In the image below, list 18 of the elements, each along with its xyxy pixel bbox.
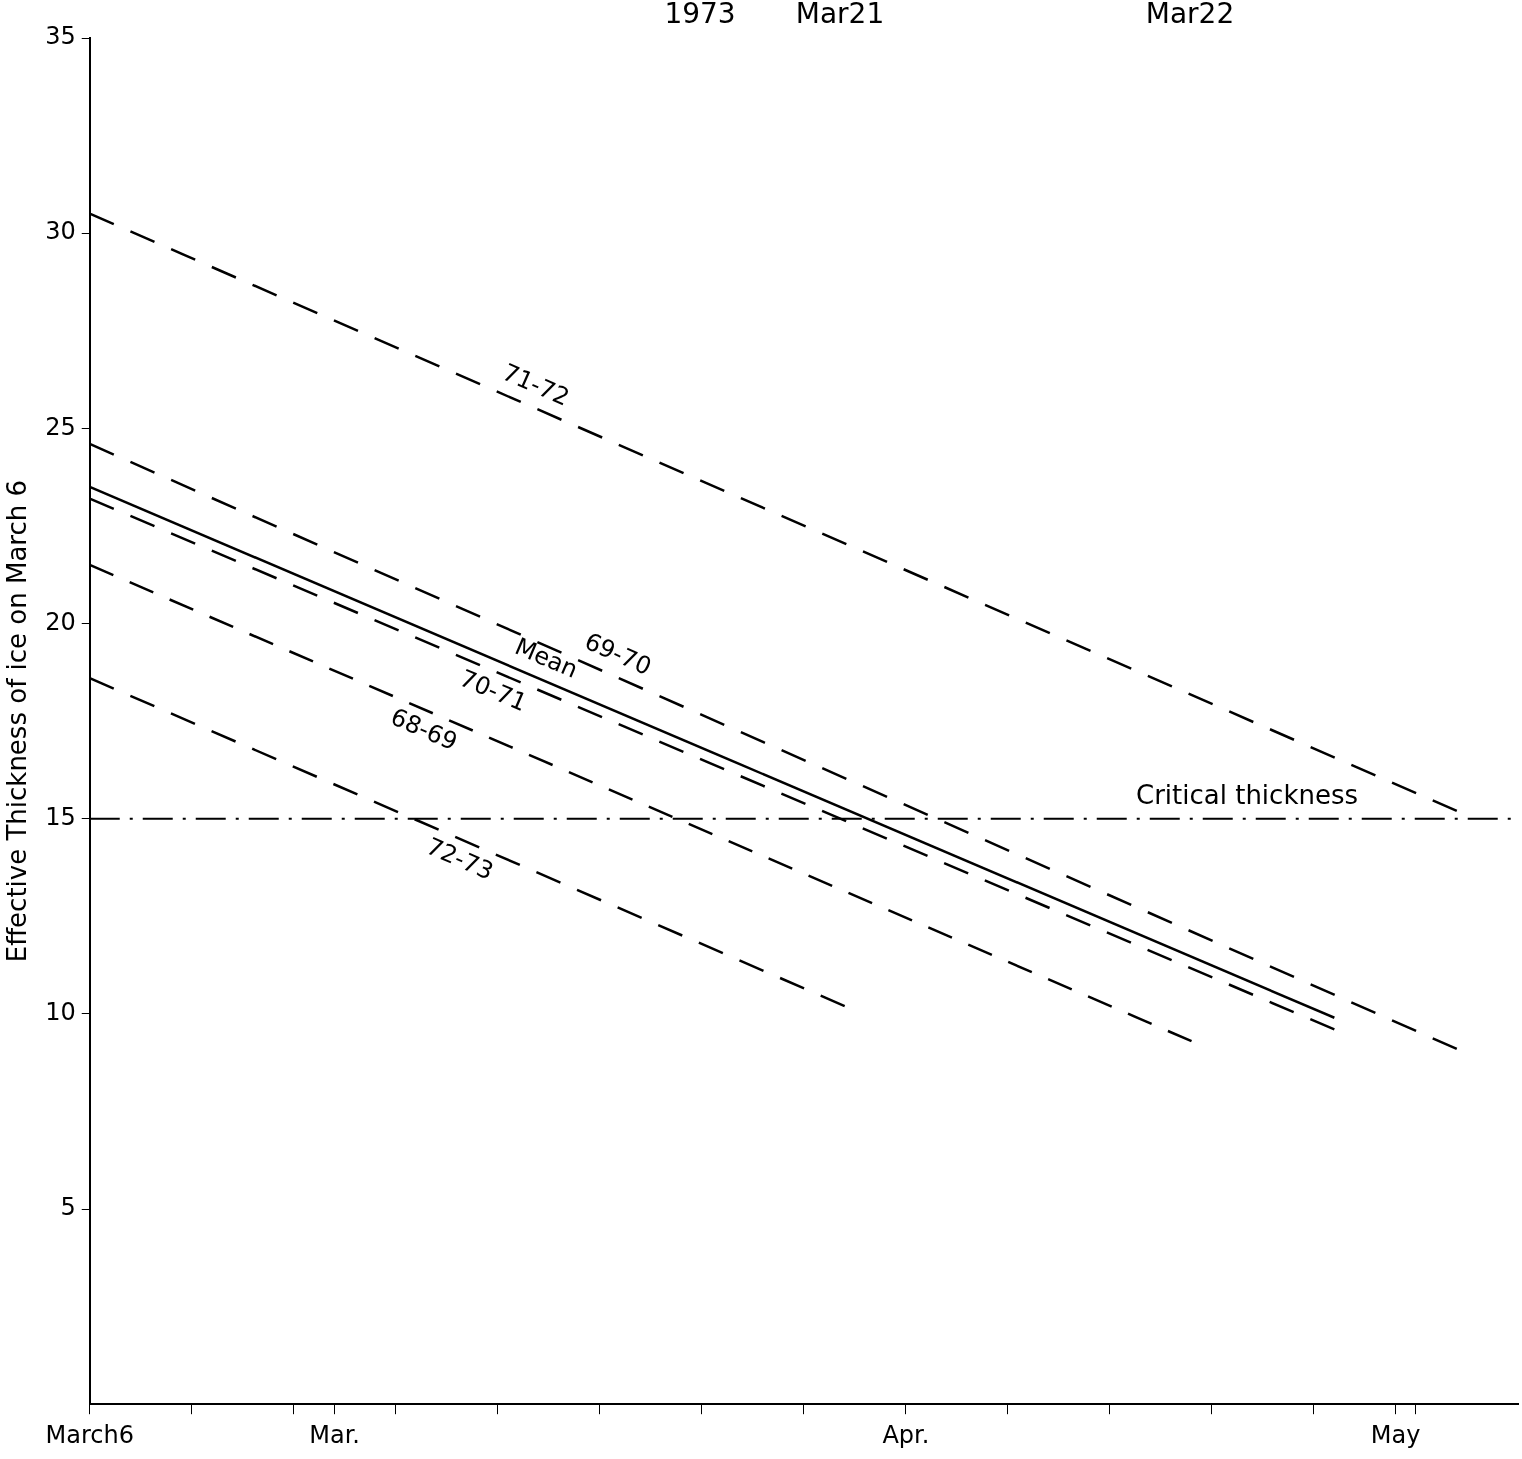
y-tick-label: 25 [45,412,76,441]
x-tick-label: Mar. [309,1420,360,1449]
x-tick-label: Apr. [882,1420,930,1449]
y-axis-title: Effective Thickness of ice on March 6 [2,479,33,963]
x-tick-label: March6 [45,1420,134,1449]
text: 69-70 [580,627,656,681]
y-tick-label: 30 [45,217,76,246]
y-tick-label: 10 [45,998,76,1027]
y-tick-label: 5 [60,1193,76,1222]
text: Mar21 [795,0,885,31]
ref-line-label: Critical thickness [1135,780,1358,811]
text: 1973 [664,0,736,31]
y-tick-label: 15 [45,802,76,831]
y-tick-label: 35 [45,22,76,51]
y-tick-label: 20 [45,607,76,636]
text: Mar22 [1145,0,1235,31]
text: 68-69 [386,702,462,757]
x-tick-label: May [1370,1420,1421,1449]
